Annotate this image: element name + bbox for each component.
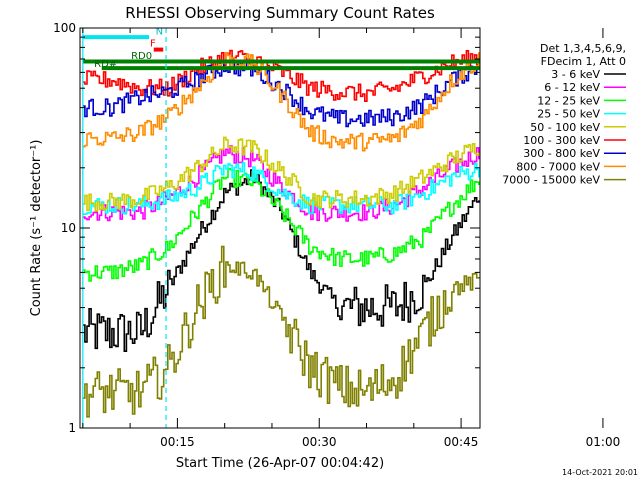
legend-entry-label: 3 - 6 keV — [551, 68, 600, 81]
series-line-300-800-kev — [82, 59, 480, 128]
legend-entry-label: 800 - 7000 keV — [516, 160, 600, 173]
series-line-25-50-kev — [82, 162, 480, 215]
y-tick-label: 10 — [61, 221, 76, 235]
series-line-800-7000-kev — [82, 52, 480, 152]
legend-entry-label: 7000 - 15000 keV — [502, 174, 600, 187]
legend-entry-label: 50 - 100 keV — [530, 121, 600, 134]
x-tick-label: 01:00 — [586, 435, 621, 449]
annotation-rd0: RD0 — [131, 51, 152, 62]
annotation-rdn: RD# — [94, 59, 117, 70]
series-line-7000-15000-kev — [82, 245, 480, 418]
legend-entry-label: 6 - 12 keV — [544, 81, 600, 94]
chart-title: RHESSI Observing Summary Count Rates — [125, 4, 435, 22]
series-line-3-6-kev — [82, 169, 480, 352]
y-tick-label: 100 — [53, 21, 76, 35]
legend-header-line: Det 1,3,4,5,6,9, — [540, 42, 626, 55]
legend-entry-label: 25 - 50 keV — [537, 108, 600, 121]
annotation-f: F — [150, 38, 156, 49]
y-tick-label: 1 — [68, 421, 76, 435]
x-tick-label: 00:45 — [444, 435, 479, 449]
x-tick-label: 00:15 — [160, 435, 195, 449]
legend-header-line: FDecim 1, Att 0 — [541, 55, 626, 68]
x-axis-label: Start Time (26-Apr-07 00:04:42) — [176, 456, 384, 471]
legend-entry-label: 100 - 300 keV — [523, 134, 600, 147]
annotation-n: N — [156, 26, 163, 37]
legend: Det 1,3,4,5,6,9,FDecim 1, Att 03 - 6 keV… — [502, 42, 626, 187]
legend-entry-label: 12 - 25 keV — [537, 94, 600, 107]
series-line-50-100-kev — [82, 136, 480, 212]
timestamp: 14-Oct-2021 20:01 — [562, 468, 638, 477]
series-line-12-25-kev — [82, 167, 480, 282]
legend-entry-label: 300 - 800 keV — [523, 147, 600, 160]
series-line-100-300-kev — [82, 49, 480, 102]
series-line-6-12-kev — [82, 145, 480, 222]
x-tick-label: 00:30 — [302, 435, 337, 449]
y-axis-label: Count Rate (s⁻¹ detector⁻¹) — [29, 140, 44, 317]
